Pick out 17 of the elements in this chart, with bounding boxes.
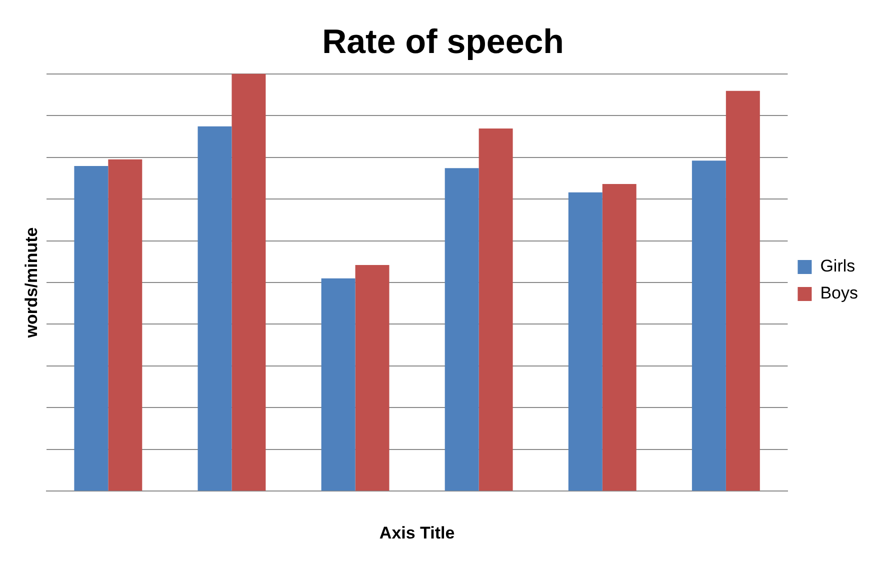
x-axis-title: Axis Title <box>379 523 455 542</box>
bar <box>602 184 636 491</box>
legend-label: Boys <box>820 284 858 303</box>
bar <box>355 264 390 491</box>
bar <box>232 74 266 491</box>
bar <box>108 159 142 491</box>
bar <box>478 128 513 491</box>
bar <box>74 166 108 491</box>
bar <box>321 278 356 491</box>
chart-title: Rate of speech <box>322 22 564 61</box>
legend-label: Girls <box>820 256 856 276</box>
bar <box>568 192 602 491</box>
bar <box>726 90 760 491</box>
bar <box>692 160 726 491</box>
bar <box>444 168 479 491</box>
bar <box>198 126 232 491</box>
y-axis-title: words/minute <box>22 227 41 339</box>
